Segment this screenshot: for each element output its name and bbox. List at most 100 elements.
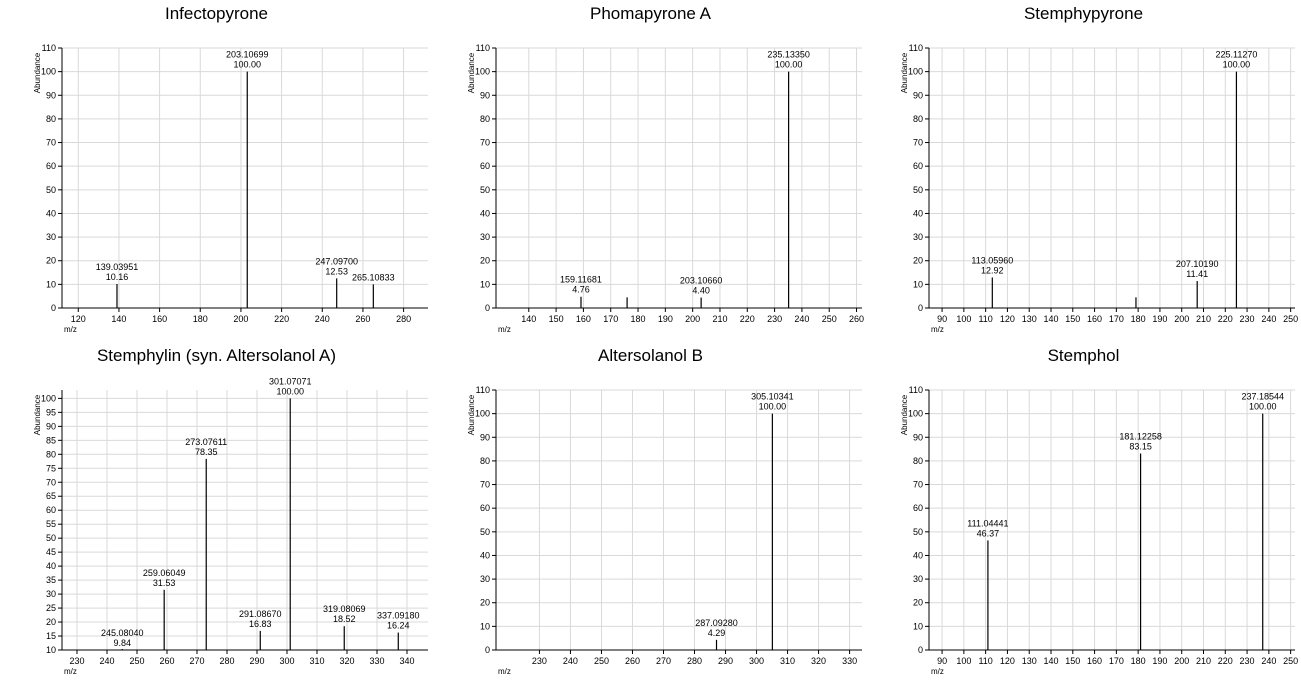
y-tick-label: 30 — [913, 574, 923, 584]
peak-mz-label: 235.13350 — [767, 50, 810, 60]
peak-intensity-label: 31.53 — [153, 578, 176, 588]
y-tick-label: 70 — [480, 138, 490, 148]
y-tick-label: 50 — [480, 185, 490, 195]
x-tick-label: 150 — [549, 314, 564, 324]
x-tick-label: 110 — [978, 656, 992, 666]
x-tick-label: 100 — [956, 656, 971, 666]
y-tick-label: 0 — [485, 645, 490, 655]
y-axis-label: Abundance — [900, 394, 909, 435]
x-tick-label: 300 — [279, 656, 294, 666]
x-tick-label: 240 — [315, 314, 330, 324]
x-tick-label: 170 — [1109, 656, 1124, 666]
y-tick-label: 20 — [46, 256, 56, 266]
x-tick-label: 130 — [1022, 656, 1037, 666]
x-tick-label: 190 — [658, 314, 673, 324]
y-tick-label: 30 — [480, 232, 490, 242]
x-tick-label: 230 — [1240, 656, 1255, 666]
y-tick-label: 95 — [46, 407, 56, 417]
x-tick-label: 330 — [369, 656, 384, 666]
chart-title: Phomapyrone A — [590, 4, 711, 23]
y-tick-label: 80 — [913, 456, 923, 466]
y-axis-label: Abundance — [900, 52, 909, 93]
peak-intensity-label: 100.00 — [759, 402, 787, 412]
grid — [496, 47, 862, 309]
x-tick-label: 200 — [685, 314, 700, 324]
peak-intensity-label: 4.29 — [708, 628, 726, 638]
x-tick-label: 250 — [1283, 314, 1298, 324]
y-tick-label: 90 — [46, 90, 56, 100]
x-tick-label: 260 — [625, 656, 640, 666]
peak-mz-label: 237.18544 — [1241, 392, 1284, 402]
peak-intensity-label: 11.41 — [1186, 269, 1208, 279]
peak-mz-label: 111.04441 — [967, 518, 1008, 528]
x-tick-label: 90 — [937, 314, 947, 324]
peak-intensity-label: 100.00 — [1249, 402, 1277, 412]
peak-intensity-label: 100.00 — [1223, 60, 1251, 70]
y-tick-label: 40 — [913, 208, 923, 218]
peak-mz-label: 247.09700 — [315, 256, 358, 266]
peak-mz-label: 181.12258 — [1119, 431, 1162, 441]
x-tick-label: 200 — [233, 314, 248, 324]
y-tick-label: 60 — [46, 505, 56, 515]
x-axis-label: m/z — [498, 325, 511, 334]
y-tick-label: 90 — [913, 90, 923, 100]
y-tick-label: 30 — [913, 232, 923, 242]
x-tick-label: 240 — [1261, 656, 1276, 666]
y-tick-label: 100 — [908, 409, 923, 419]
y-tick-label: 0 — [918, 645, 923, 655]
peak-mz-label: 139.03951 — [96, 262, 139, 272]
chart-title: Altersolanol B — [598, 346, 703, 365]
x-tick-label: 270 — [189, 656, 204, 666]
y-tick-label: 20 — [480, 256, 490, 266]
x-tick-label: 250 — [822, 314, 837, 324]
peak-mz-label: 113.05960 — [971, 255, 1013, 265]
y-tick-label: 80 — [480, 114, 490, 124]
x-tick-label: 330 — [842, 656, 857, 666]
x-tick-label: 130 — [1022, 314, 1037, 324]
x-tick-label: 250 — [129, 656, 144, 666]
x-axis-label: m/z — [931, 667, 944, 676]
x-tick-label: 140 — [521, 314, 536, 324]
x-tick-label: 210 — [1196, 314, 1211, 324]
peak-intensity-label: 83.15 — [1129, 441, 1152, 451]
x-tick-label: 320 — [811, 656, 826, 666]
x-tick-label: 340 — [399, 656, 414, 666]
peak-mz-label: 159.11681 — [560, 275, 602, 285]
peak-intensity-label: 16.83 — [249, 619, 272, 629]
y-tick-label: 75 — [46, 463, 56, 473]
x-tick-label: 310 — [309, 656, 324, 666]
peak-intensity-label: 78.35 — [195, 447, 218, 457]
x-tick-label: 100 — [956, 314, 971, 324]
y-tick-label: 0 — [51, 303, 56, 313]
spectrum-chart: 10 15 20 25 30 35 40 45 50 55 60 65 70 75 80 85 90 95 100 2… — [33, 376, 428, 676]
y-tick-label: 20 — [46, 617, 56, 627]
chart-title: Stemphypyrone — [1023, 4, 1144, 23]
y-tick-label: 40 — [46, 208, 56, 218]
spectrum-chart: 0 10 20 30 40 50 60 70 80 90 100 110 90 100 110 120 130 1… — [900, 385, 1298, 676]
x-tick-label: 280 — [396, 314, 411, 324]
x-axis-label: m/z — [498, 667, 511, 676]
y-tick-label: 110 — [42, 43, 56, 53]
y-tick-label: 110 — [909, 43, 923, 53]
y-tick-label: 10 — [913, 621, 923, 631]
y-tick-label: 35 — [46, 575, 56, 585]
peak-intensity-label: 16.24 — [387, 621, 410, 631]
x-tick-label: 240 — [794, 314, 809, 324]
peak-intensity-label: 12.53 — [325, 266, 348, 276]
peak-intensity-label: 100.00 — [276, 386, 304, 396]
grid — [496, 389, 862, 651]
y-tick-label: 50 — [46, 185, 56, 195]
spectrum-chart: 0 10 20 30 40 50 60 70 80 90 100 110 230 240 250 260 270… — [467, 385, 862, 676]
y-tick-label: 30 — [480, 574, 490, 584]
y-tick-label: 100 — [475, 409, 490, 419]
peak-intensity-label: 100.00 — [775, 60, 803, 70]
x-tick-label: 160 — [576, 314, 591, 324]
peak-mz-label: 337.09180 — [377, 611, 420, 621]
x-tick-label: 140 — [1043, 314, 1058, 324]
spectrum-chart: 0 10 20 30 40 50 60 70 80 90 100 110 90 100 110 120 130 1… — [900, 43, 1298, 334]
spectrum-panel-phomapyrone-a: Phomapyrone A 0 10 20 30 40 50 60 70 80 90 100 110 1… — [434, 0, 867, 342]
y-tick-label: 70 — [480, 480, 490, 490]
y-tick-label: 70 — [46, 138, 56, 148]
x-tick-label: 180 — [1131, 314, 1146, 324]
spectrum-panel-stemphylin: Stemphylin (syn. Altersolanol A) 10 15 20 2… — [0, 342, 433, 684]
